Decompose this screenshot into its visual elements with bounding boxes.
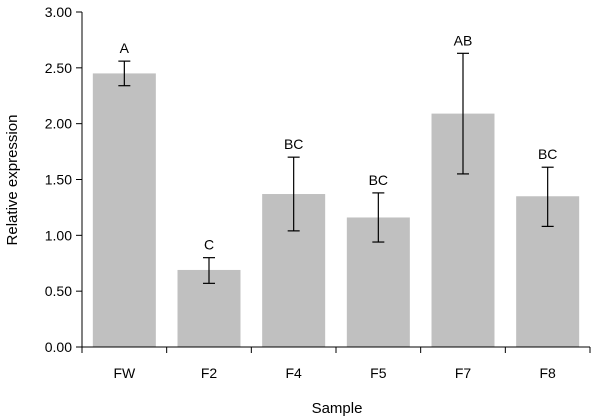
significance-labels: A C BC BC AB BC [120, 32, 558, 252]
significance-label-fw: A [120, 40, 130, 56]
x-tick-label-f8: F8 [539, 365, 556, 381]
y-tick-label: 2.00 [45, 116, 72, 132]
significance-label-f7: AB [454, 32, 473, 48]
error-bar-f2 [203, 257, 215, 284]
error-bar-f4 [287, 156, 300, 232]
x-axis-ticks: FW F2 F4 F5 F7 F8 [81, 347, 591, 381]
significance-label-f5: BC [369, 172, 388, 188]
y-tick-label: 0.00 [45, 339, 72, 355]
y-tick-label: 1.50 [45, 172, 72, 188]
bars [92, 73, 580, 348]
bar-fw [92, 73, 156, 348]
significance-label-f8: BC [538, 146, 557, 162]
y-tick-label: 0.50 [45, 283, 72, 299]
error-bar-f5 [372, 192, 385, 243]
error-bar-fw [118, 60, 131, 87]
y-axis-ticks: 0.00 0.50 1.00 1.50 2.00 2.50 3.00 [45, 4, 82, 355]
x-tick-label-f5: F5 [370, 365, 387, 381]
x-axis-title: Sample [312, 400, 363, 417]
y-tick-label: 2.50 [45, 60, 72, 76]
y-axis-title: Relative expression [4, 115, 21, 246]
y-tick-label: 3.00 [45, 4, 72, 20]
error-bar-f7 [457, 52, 469, 175]
x-tick-label-f7: F7 [455, 365, 472, 381]
significance-label-f4: BC [284, 136, 303, 152]
y-tick-label: 1.00 [45, 227, 72, 243]
error-bars [118, 52, 554, 284]
x-tick-label-f2: F2 [201, 365, 218, 381]
x-tick-label-f4: F4 [285, 365, 302, 381]
x-tick-label-fw: FW [113, 365, 136, 381]
significance-label-f2: C [204, 237, 214, 253]
error-bar-f8 [541, 166, 554, 227]
